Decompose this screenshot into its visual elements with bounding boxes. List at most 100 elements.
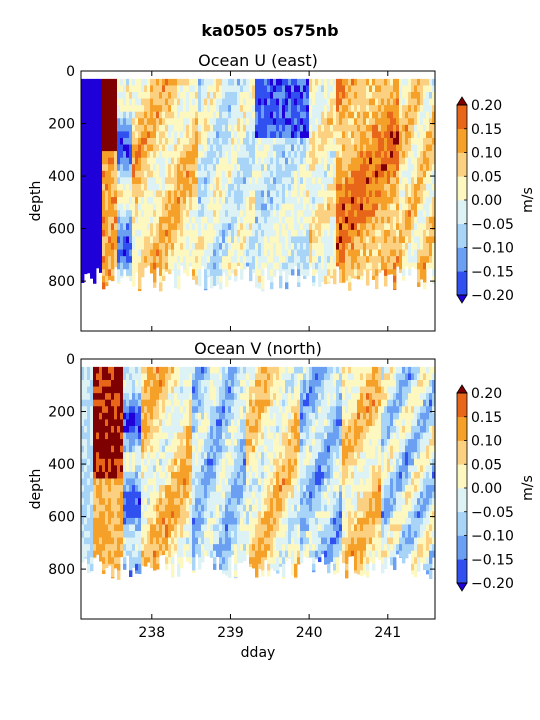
heatmap-cell [195,157,199,165]
heatmap-cell [339,118,343,126]
heatmap-cell [96,406,100,414]
heatmap-cell [120,504,124,512]
heatmap-cell [165,432,169,440]
heatmap-cell [204,243,208,250]
heatmap-cell [258,223,262,231]
heatmap-cell [171,373,175,381]
heatmap-cell [198,399,202,407]
heatmap-cell [378,203,382,211]
heatmap-cell [231,249,235,257]
heatmap-cell [135,517,139,525]
heatmap-cell [174,269,178,277]
heatmap-cell [141,386,145,394]
heatmap-cell [99,557,103,562]
heatmap-cell [192,118,196,126]
heatmap-cell [171,131,175,139]
heatmap-cell [201,504,205,512]
heatmap-cell [414,124,418,132]
heatmap-cell [93,380,97,387]
heatmap-cell [87,98,91,106]
heatmap-cell [204,137,208,145]
heatmap-cell [345,262,349,270]
heatmap-cell [150,137,154,145]
heatmap-cell [105,269,109,277]
heatmap-cell [243,243,247,250]
heatmap-cell [288,151,292,159]
heatmap-cell [315,262,319,270]
heatmap-cell [117,412,121,420]
heatmap-cell [105,98,109,106]
heatmap-cell [198,511,202,519]
heatmap-cell [381,183,385,191]
heatmap-cell [303,118,307,126]
heatmap-cell [300,236,304,244]
heatmap-cell [108,452,112,460]
heatmap-cell [84,269,88,275]
heatmap-cell [303,137,307,145]
heatmap-cell [390,249,394,257]
heatmap-cell [147,183,151,191]
heatmap-cell [177,177,181,185]
heatmap-cell [150,452,154,460]
heatmap-cell [81,223,85,231]
heatmap-cell [342,243,346,250]
heatmap-cell [180,197,184,205]
heatmap-cell [159,243,163,250]
heatmap-cell [147,432,151,440]
heatmap-cell [183,269,187,274]
heatmap-cell [336,183,340,191]
heatmap-cell [120,544,124,552]
heatmap-cell [207,256,211,264]
heatmap-cell [81,458,85,466]
heatmap-cell [201,243,205,250]
heatmap-cell [315,183,319,191]
heatmap-cell [174,491,178,499]
heatmap-cell [216,216,220,224]
heatmap-cell [174,282,178,289]
heatmap-cell [192,131,196,139]
heatmap-cell [147,537,151,545]
heatmap-cell [147,458,151,466]
heatmap-cell [273,269,277,277]
heatmap-cell [156,203,160,211]
heatmap-cell [321,98,325,106]
heatmap-cell [231,190,235,198]
heatmap-cell [192,425,196,433]
heatmap-cell [378,118,382,126]
heatmap-cell [249,216,253,224]
heatmap-cell [414,190,418,198]
heatmap-cell [108,393,112,401]
heatmap-cell [303,144,307,152]
heatmap-cell [102,170,106,178]
heatmap-cell [231,197,235,205]
heatmap-cell [381,164,385,172]
heatmap-cell [81,373,85,381]
heatmap-cell [147,256,151,264]
heatmap-cell [333,124,337,132]
heatmap-cell [150,229,154,237]
heatmap-cell [246,105,250,113]
heatmap-cell [162,190,166,198]
heatmap-cell [393,262,397,270]
heatmap-cell [150,471,154,479]
heatmap-cell [369,78,373,86]
heatmap-cell [327,210,331,218]
heatmap-cell [243,137,247,145]
heatmap-cell [303,203,307,211]
heatmap-cell [318,92,322,99]
heatmap-cell [99,399,103,407]
heatmap-cell [231,78,235,86]
heatmap-cell [108,157,112,165]
heatmap-cell [306,203,310,211]
heatmap-cell [294,151,298,159]
heatmap-cell [87,517,91,525]
heatmap-cell [108,216,112,224]
heatmap-cell [348,275,352,283]
heatmap-cell [90,118,94,126]
heatmap-cell [372,249,376,257]
heatmap-cell [177,419,181,427]
heatmap-cell [126,380,130,387]
heatmap-cell [273,216,277,224]
heatmap-cell [330,170,334,178]
heatmap-cell [300,118,304,126]
